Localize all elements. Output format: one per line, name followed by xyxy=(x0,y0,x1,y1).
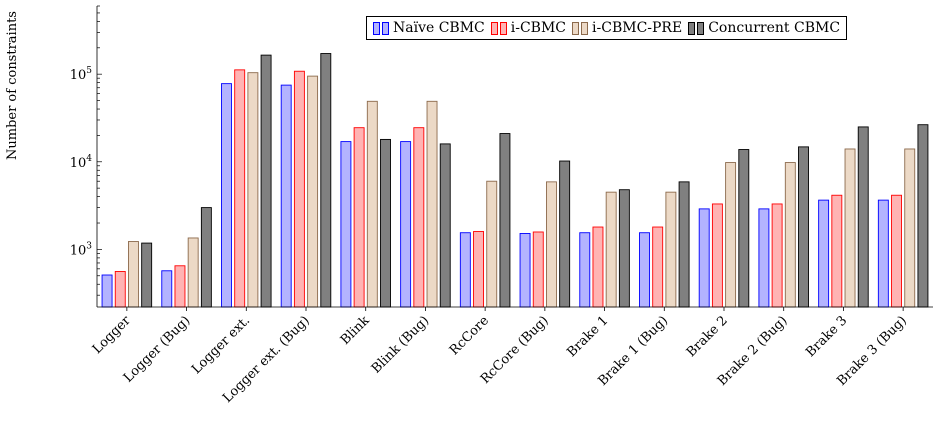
bar-na-ve-cbmc-4 xyxy=(340,141,352,308)
bar-i-cbmc-pre-10 xyxy=(725,162,737,308)
bar-concurrent-cbmc-6 xyxy=(499,133,511,308)
y-tick-label: 105 xyxy=(70,66,93,83)
bar-i-cbmc-pre-12 xyxy=(844,148,856,308)
bar-i-cbmc-pre-0 xyxy=(128,241,139,308)
bar-concurrent-cbmc-8 xyxy=(618,189,630,308)
legend-item-i-cbmc: i-CBMC xyxy=(490,20,567,36)
bar-na-ve-cbmc-1 xyxy=(161,270,173,308)
legend-label: Concurrent CBMC xyxy=(708,20,841,36)
y-tick-labels: 103 104 105 xyxy=(70,66,93,258)
legend: Naïve CBMC i-CBMC i-CBMC-PRE Concurrent … xyxy=(366,16,848,40)
bar-na-ve-cbmc-8 xyxy=(579,232,591,308)
bar-na-ve-cbmc-6 xyxy=(459,232,471,308)
bar-na-ve-cbmc-13 xyxy=(877,199,889,308)
bar-na-ve-cbmc-2 xyxy=(221,83,232,308)
bar-concurrent-cbmc-11 xyxy=(798,146,809,308)
bar-concurrent-cbmc-10 xyxy=(738,149,750,308)
bar-i-cbmc-7 xyxy=(532,231,544,308)
bar-i-cbmc-pre-13 xyxy=(904,148,916,308)
x-tick-label: Blink xyxy=(338,313,373,348)
bar-i-cbmc-pre-8 xyxy=(605,191,617,308)
x-tick-label: RcCore xyxy=(447,313,492,358)
bar-i-cbmc-6 xyxy=(473,231,484,308)
bar-na-ve-cbmc-10 xyxy=(698,208,710,308)
legend-swatch xyxy=(581,21,589,35)
bar-i-cbmc-pre-2 xyxy=(247,72,259,308)
bar-i-cbmc-0 xyxy=(114,271,126,308)
x-tick-label: Logger ext. xyxy=(189,313,253,377)
bar-i-cbmc-pre-6 xyxy=(486,180,498,308)
bar-concurrent-cbmc-7 xyxy=(559,160,571,308)
bar-concurrent-cbmc-3 xyxy=(320,53,332,308)
bar-i-cbmc-12 xyxy=(831,194,843,308)
bar-na-ve-cbmc-3 xyxy=(280,84,292,308)
bar-i-cbmc-pre-3 xyxy=(307,75,319,308)
bar-i-cbmc-2 xyxy=(234,69,246,308)
legend-item-i-cbmc-pre: i-CBMC-PRE xyxy=(572,20,682,36)
bar-concurrent-cbmc-12 xyxy=(857,126,869,308)
y-tick-label: 104 xyxy=(70,154,93,171)
bar-i-cbmc-4 xyxy=(353,127,365,308)
legend-label: Naïve CBMC xyxy=(393,20,485,36)
bar-concurrent-cbmc-5 xyxy=(439,143,451,308)
axes-group xyxy=(96,5,933,308)
bar-i-cbmc-5 xyxy=(413,127,425,308)
bar-i-cbmc-3 xyxy=(293,70,305,308)
bar-i-cbmc-11 xyxy=(771,203,783,308)
bar-i-cbmc-pre-1 xyxy=(187,237,199,308)
bar-concurrent-cbmc-9 xyxy=(678,181,690,308)
legend-label: i-CBMC xyxy=(510,20,567,36)
bar-concurrent-cbmc-13 xyxy=(917,124,929,308)
legend-item-concurrent-cbmc: Concurrent CBMC xyxy=(688,20,840,36)
legend-swatch xyxy=(490,21,498,35)
legend-label: i-CBMC-PRE xyxy=(592,20,683,36)
x-tick-label: Logger xyxy=(90,313,134,357)
bar-na-ve-cbmc-7 xyxy=(519,233,531,308)
y-tick-label: 103 xyxy=(70,241,93,258)
legend-swatch xyxy=(373,21,380,35)
y-axis-label: Number of constraints xyxy=(5,11,20,160)
bar-i-cbmc-9 xyxy=(652,226,664,308)
legend-swatch xyxy=(499,21,507,35)
bar-concurrent-cbmc-4 xyxy=(380,138,391,308)
x-tick-label: Brake 1 xyxy=(564,313,611,360)
legend-swatch xyxy=(572,21,580,35)
legend-swatch xyxy=(697,21,705,35)
bar-na-ve-cbmc-11 xyxy=(758,208,770,308)
legend-swatch xyxy=(382,21,389,35)
bar-na-ve-cbmc-9 xyxy=(639,232,650,308)
x-tick-label: Brake 3 xyxy=(803,313,850,360)
bar-na-ve-cbmc-5 xyxy=(400,141,412,308)
bar-i-cbmc-pre-7 xyxy=(546,181,557,308)
bars-group xyxy=(101,53,929,308)
legend-item-naive-cbmc: Naïve CBMC xyxy=(373,20,485,36)
x-tick-label: Blink (Bug) xyxy=(369,313,432,376)
bar-i-cbmc-pre-4 xyxy=(366,100,378,308)
bar-i-cbmc-13 xyxy=(891,194,902,308)
bar-i-cbmc-1 xyxy=(174,265,186,308)
legend-swatch xyxy=(688,21,696,35)
bar-concurrent-cbmc-0 xyxy=(141,242,153,308)
bar-concurrent-cbmc-2 xyxy=(260,54,272,308)
bar-i-cbmc-10 xyxy=(711,203,723,308)
bar-i-cbmc-pre-11 xyxy=(784,162,796,308)
bar-na-ve-cbmc-0 xyxy=(101,274,113,308)
bar-concurrent-cbmc-1 xyxy=(200,207,212,308)
bar-i-cbmc-pre-5 xyxy=(426,100,438,308)
x-tick-label: Brake 2 xyxy=(684,313,731,360)
bar-i-cbmc-8 xyxy=(592,226,604,308)
bar-na-ve-cbmc-12 xyxy=(818,199,830,308)
bar-i-cbmc-pre-9 xyxy=(665,191,677,308)
